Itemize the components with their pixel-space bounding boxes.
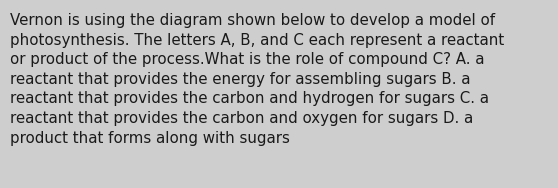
Text: Vernon is using the diagram shown below to develop a model of
photosynthesis. Th: Vernon is using the diagram shown below … bbox=[10, 13, 504, 146]
